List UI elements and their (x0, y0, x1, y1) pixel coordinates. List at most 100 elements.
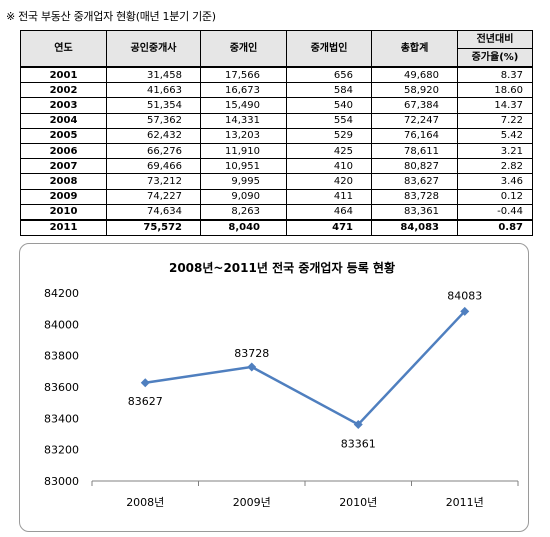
cell-year: 2006 (20, 142, 107, 160)
cell-brokers: 14,331 (200, 112, 287, 129)
cell-total: 76,164 (371, 127, 458, 144)
chart-panel: 2008년~2011년 전국 중개업자 등록 현황 83000 83200 83400… (19, 243, 529, 532)
cell-licensed-agents: 62,432 (106, 127, 201, 144)
table-row: 2005 62,432 13,203 529 76,164 5.42 (20, 127, 533, 144)
chart-title: 2008년~2011년 전국 중개업자 등록 현황 (169, 260, 395, 275)
data-label: 83361 (341, 437, 376, 450)
header-brokers: 중개인 (200, 30, 287, 68)
cell-brokerage-firms: 584 (286, 82, 372, 99)
cell-brokerage-firms: 554 (286, 112, 372, 129)
cell-total: 58,920 (371, 82, 458, 99)
cell-licensed-agents: 75,572 (106, 218, 201, 237)
cell-year: 2003 (20, 97, 107, 114)
cell-brokerage-firms: 464 (286, 203, 372, 221)
cell-brokers: 11,910 (200, 142, 287, 160)
table-row: 2008 73,212 9,995 420 83,627 3.46 (20, 173, 533, 190)
cell-brokers: 10,951 (200, 158, 287, 175)
cell-growth-rate: 18.60 (457, 82, 533, 99)
header-growth-rate-line1: 전년대비 (458, 31, 532, 49)
cell-brokerage-firms: 540 (286, 97, 372, 114)
cell-brokerage-firms: 411 (286, 188, 372, 205)
table-row: 2004 57,362 14,331 554 72,247 7.22 (20, 112, 533, 129)
cell-brokers: 9,090 (200, 188, 287, 205)
cell-growth-rate: 14.37 (457, 97, 533, 114)
table-caption: ※ 전국 부동산 중개업자 현황(매년 1분기 기준) (6, 10, 216, 23)
table-row: 2009 74,227 9,090 411 83,728 0.12 (20, 188, 533, 205)
header-total: 총합계 (371, 30, 458, 68)
cell-growth-rate: 8.37 (457, 66, 533, 84)
data-point-marker (140, 378, 150, 388)
cell-licensed-agents: 74,634 (106, 203, 201, 221)
cell-year: 2009 (20, 188, 107, 205)
data-label: 83728 (234, 347, 269, 360)
header-year: 연도 (20, 30, 107, 68)
cell-brokers: 17,566 (200, 66, 287, 84)
cell-growth-rate: 3.21 (457, 142, 533, 160)
data-label: 84083 (447, 289, 482, 302)
line-chart: 2008년~2011년 전국 중개업자 등록 현황 83000 83200 83400… (44, 260, 519, 509)
data-point-marker (460, 306, 470, 316)
data-label: 83627 (128, 395, 163, 408)
cell-licensed-agents: 66,276 (106, 142, 201, 160)
x-category-label: 2009년 (233, 496, 271, 509)
table-row: 2006 66,276 11,910 425 78,611 3.21 (20, 142, 533, 160)
y-tick-label: 83800 (44, 350, 79, 363)
cell-brokerage-firms: 425 (286, 142, 372, 160)
cell-year: 2002 (20, 82, 107, 99)
header-brokerage-firms: 중개법인 (286, 30, 372, 68)
cell-growth-rate: 2.82 (457, 158, 533, 175)
series-line (145, 310, 466, 426)
cell-brokers: 16,673 (200, 82, 287, 99)
cell-licensed-agents: 73,212 (106, 173, 201, 190)
cell-total: 83,627 (371, 173, 458, 190)
x-category-label: 2010년 (339, 496, 377, 509)
table-row: 2011 75,572 8,040 471 84,083 0.87 (20, 218, 533, 237)
y-tick-label: 83400 (44, 412, 79, 425)
cell-brokers: 8,263 (200, 203, 287, 221)
cell-year: 2007 (20, 158, 107, 175)
cell-year: 2011 (20, 218, 107, 237)
table-row: 2010 74,634 8,263 464 83,361 -0.44 (20, 203, 533, 221)
cell-year: 2010 (20, 203, 107, 221)
cell-year: 2001 (20, 66, 107, 84)
cell-year: 2004 (20, 112, 107, 129)
cell-brokerage-firms: 471 (286, 218, 372, 237)
cell-licensed-agents: 31,458 (106, 66, 201, 84)
cell-growth-rate: -0.44 (457, 203, 533, 221)
cell-total: 80,827 (371, 158, 458, 175)
table-row: 2007 69,466 10,951 410 80,827 2.82 (20, 158, 533, 175)
cell-brokers: 9,995 (200, 173, 287, 190)
x-category-label: 2008년 (126, 496, 164, 509)
data-point-marker (353, 419, 363, 429)
cell-year: 2008 (20, 173, 107, 190)
y-tick-label: 83600 (44, 381, 79, 394)
cell-growth-rate: 3.46 (457, 173, 533, 190)
cell-brokerage-firms: 656 (286, 66, 372, 84)
cell-licensed-agents: 57,362 (106, 112, 201, 129)
cell-total: 83,361 (371, 203, 458, 221)
cell-brokers: 13,203 (200, 127, 287, 144)
cell-total: 67,384 (371, 97, 458, 114)
cell-total: 78,611 (371, 142, 458, 160)
cell-brokers: 15,490 (200, 97, 287, 114)
cell-total: 83,728 (371, 188, 458, 205)
table-row: 2002 41,663 16,673 584 58,920 18.60 (20, 82, 533, 99)
table-row: 2001 31,458 17,566 656 49,680 8.37 (20, 66, 533, 84)
y-tick-label: 84000 (44, 318, 79, 331)
cell-growth-rate: 7.22 (457, 112, 533, 129)
header-licensed-agents: 공인중개사 (106, 30, 201, 68)
y-tick-label: 83200 (44, 444, 79, 457)
cell-brokerage-firms: 529 (286, 127, 372, 144)
cell-growth-rate: 0.12 (457, 188, 533, 205)
cell-licensed-agents: 69,466 (106, 158, 201, 175)
statistics-table: 연도 공인중개사 중개인 중개법인 총합계 전년대비 증가율(%) 2001 31… (20, 30, 533, 237)
x-category-label: 2011년 (446, 496, 484, 509)
y-tick-label: 84200 (44, 287, 79, 300)
header-growth-rate-line2: 증가율(%) (471, 52, 519, 63)
cell-growth-rate: 0.87 (457, 218, 533, 237)
y-tick-label: 83000 (44, 475, 79, 488)
cell-year: 2005 (20, 127, 107, 144)
table-header-row: 연도 공인중개사 중개인 중개법인 총합계 전년대비 증가율(%) (20, 30, 533, 68)
cell-total: 84,083 (371, 218, 458, 237)
header-growth-rate: 전년대비 증가율(%) (457, 30, 533, 68)
